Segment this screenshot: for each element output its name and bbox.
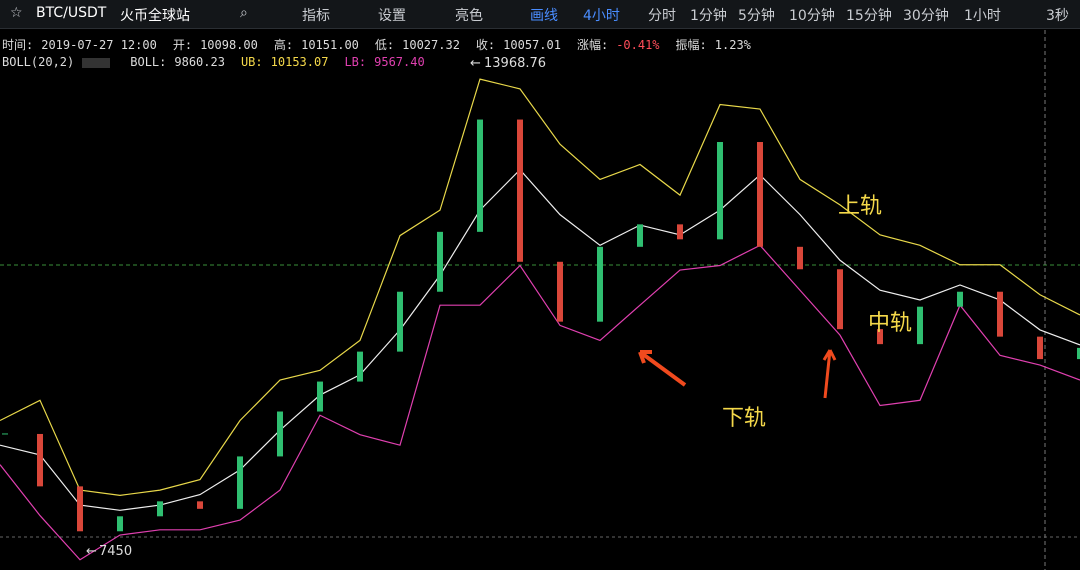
boll-row: BOLL(20,2) BOLL: 9860.23 UB: 10153.07 LB: 9567… bbox=[2, 55, 441, 69]
tool[interactable]: 画线 bbox=[530, 8, 558, 24]
info-value: 1.23% bbox=[714, 38, 751, 52]
info-value: -0.41% bbox=[616, 38, 660, 52]
candle bbox=[797, 246, 803, 270]
candle bbox=[397, 291, 403, 352]
info-item: 收: 10057.01 bbox=[476, 38, 569, 52]
middle-band bbox=[0, 168, 1080, 511]
info-label: 开: bbox=[172, 38, 193, 52]
low-arrow: ← bbox=[86, 544, 97, 559]
candle bbox=[637, 224, 643, 247]
candle bbox=[357, 351, 363, 382]
exchange[interactable]: 火币全球站 bbox=[120, 8, 190, 24]
candle bbox=[317, 381, 323, 412]
info-value: 2019-07-27 12:00 bbox=[41, 38, 157, 52]
high-label: 13968.76 bbox=[484, 56, 546, 71]
lower-band bbox=[0, 244, 1080, 561]
period-active[interactable]: 4小时 bbox=[583, 8, 620, 24]
period[interactable]: 分时 bbox=[648, 8, 676, 24]
candle bbox=[237, 456, 243, 509]
info-label: 振幅: bbox=[675, 38, 707, 52]
candle bbox=[157, 501, 163, 517]
period[interactable]: 5分钟 bbox=[738, 8, 775, 24]
info-item: 开: 10098.00 bbox=[173, 38, 266, 52]
pair[interactable]: BTC/USDT bbox=[36, 5, 107, 21]
candle bbox=[117, 516, 123, 532]
candle bbox=[437, 231, 443, 292]
candle bbox=[517, 119, 523, 262]
tool[interactable]: 设置 bbox=[378, 8, 406, 24]
candle bbox=[557, 261, 563, 322]
boll-item: LB: 9567.40 bbox=[344, 55, 432, 69]
boll-label: BOLL: bbox=[130, 55, 167, 69]
candle bbox=[757, 142, 763, 247]
boll-item: BOLL(20,2) bbox=[2, 55, 122, 69]
info-item: 时间: 2019-07-27 12:00 bbox=[2, 38, 165, 52]
boll-value: 9860.23 bbox=[174, 55, 225, 69]
boll-label: BOLL(20,2) bbox=[2, 55, 75, 69]
candle bbox=[477, 119, 483, 232]
boll-item: UB: 10153.07 bbox=[241, 55, 336, 69]
period[interactable]: 1小时 bbox=[964, 8, 1001, 24]
info-row: 时间: 2019-07-27 12:00 开: 10098.00 高: 10151.00 低… bbox=[2, 36, 767, 53]
candle bbox=[37, 433, 43, 487]
candle bbox=[197, 501, 203, 509]
boll-value: 9567.40 bbox=[374, 55, 425, 69]
star-icon[interactable]: ☆ bbox=[10, 5, 23, 21]
boll-item: BOLL: 9860.23 bbox=[130, 55, 233, 69]
period[interactable]: 1分钟 bbox=[690, 8, 727, 24]
candle bbox=[677, 224, 683, 240]
info-value: 10027.32 bbox=[402, 38, 460, 52]
info-value: 10098.00 bbox=[200, 38, 258, 52]
candle bbox=[1077, 347, 1080, 360]
candle bbox=[957, 291, 963, 307]
search-icon[interactable]: ⌕ bbox=[240, 5, 248, 21]
refresh[interactable]: 3秒 bbox=[1046, 8, 1069, 24]
candle bbox=[877, 329, 883, 345]
candle bbox=[717, 142, 723, 240]
period[interactable]: 10分钟 bbox=[789, 8, 835, 24]
period[interactable]: 15分钟 bbox=[846, 8, 892, 24]
info-label: 收: bbox=[475, 38, 496, 52]
info-value: 10151.00 bbox=[301, 38, 359, 52]
candle bbox=[277, 411, 283, 457]
high-arrow: ← bbox=[470, 56, 481, 71]
arrow bbox=[638, 350, 687, 387]
info-value: 10057.01 bbox=[503, 38, 561, 52]
arrow bbox=[822, 349, 837, 399]
info-label: 涨幅: bbox=[576, 38, 609, 52]
info-item: 涨幅: -0.41% bbox=[577, 38, 668, 52]
candle bbox=[597, 246, 603, 322]
info-label: 低: bbox=[374, 38, 395, 52]
boll-settings[interactable] bbox=[82, 57, 111, 68]
annotation: 中轨 bbox=[868, 311, 912, 336]
boll-label: UB: bbox=[240, 55, 263, 69]
info-item: 高: 10151.00 bbox=[274, 38, 367, 52]
toolbar: ☆ BTC/USDT 火币全球站 ⌕ 指标 设置 亮色 画线 4小时 分时 1分… bbox=[0, 0, 1080, 29]
info-label: 高: bbox=[273, 38, 294, 52]
upper-band bbox=[0, 78, 1080, 496]
candle bbox=[837, 269, 843, 330]
info-item: 振幅: 1.23% bbox=[676, 38, 759, 52]
annotation: 上轨 bbox=[838, 194, 882, 219]
annotation: 下轨 bbox=[722, 406, 766, 431]
candle bbox=[917, 306, 923, 345]
period[interactable]: 30分钟 bbox=[903, 8, 949, 24]
boll-label: LB: bbox=[344, 55, 367, 69]
info-item: 低: 10027.32 bbox=[375, 38, 468, 52]
candle bbox=[77, 486, 83, 532]
candle bbox=[1037, 336, 1043, 360]
low-label: 7450 bbox=[99, 544, 132, 559]
tool[interactable]: 亮色 bbox=[455, 8, 483, 24]
candle bbox=[997, 291, 1003, 337]
boll-value: 10153.07 bbox=[270, 55, 329, 69]
tool[interactable]: 指标 bbox=[302, 8, 330, 24]
info-label: 时间: bbox=[2, 38, 34, 52]
